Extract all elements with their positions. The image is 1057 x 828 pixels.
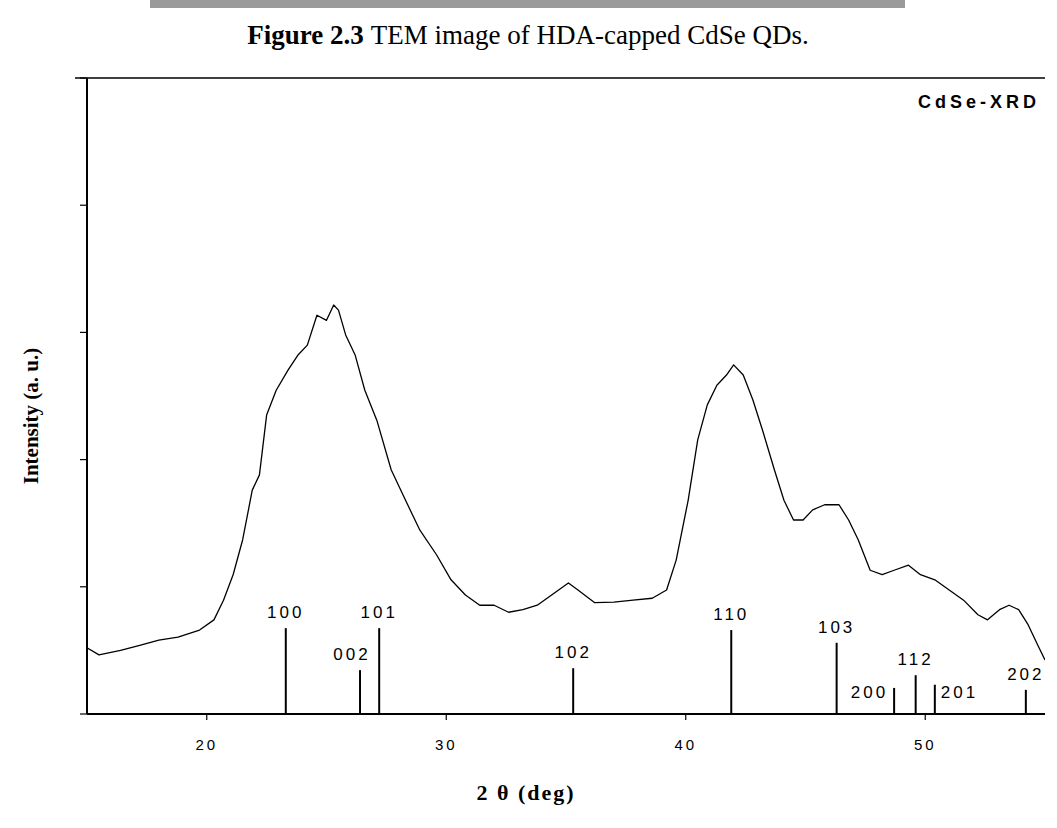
reference-stick [915, 675, 917, 714]
x-tick-label: 40 [674, 736, 697, 753]
hkl-label: 201 [941, 683, 978, 702]
x-tick-label: 20 [195, 736, 218, 753]
x-axis [87, 713, 1045, 715]
reference-stick [1025, 690, 1027, 714]
x-tick-label: 30 [435, 736, 458, 753]
hkl-label: 101 [361, 603, 398, 622]
plot-area [87, 305, 1045, 714]
caption-text: TEM image of HDA-capped CdSe QDs. [371, 20, 809, 50]
page: Figure 2.3TEM image of HDA-capped CdSe Q… [0, 0, 1057, 828]
top-frame [75, 77, 1045, 79]
y-axis [86, 78, 88, 714]
hkl-label: 103 [818, 618, 855, 637]
y-tick [80, 205, 87, 206]
y-tick [80, 713, 87, 714]
reference-stick [572, 668, 574, 714]
y-tick [80, 77, 87, 78]
hkl-label: 112 [898, 650, 934, 669]
reference-stick [934, 685, 936, 714]
x-axis-title: 2 θ (deg) [476, 780, 575, 805]
x-tick [206, 714, 207, 720]
annotation: CdSe-XRD [918, 92, 1040, 112]
hkl-label: 110 [713, 605, 749, 624]
figure-caption: Figure 2.3TEM image of HDA-capped CdSe Q… [247, 20, 808, 50]
stick-labels: 100 002 101 102 110 103 200 112 201 202 [267, 603, 1044, 702]
reference-stick [836, 643, 838, 714]
xrd-curve [87, 305, 1045, 660]
image-edge [150, 0, 905, 8]
y-axis-title: Intensity (a. u.) [19, 348, 43, 485]
y-tick [80, 586, 87, 587]
x-tick-label: 50 [914, 736, 937, 753]
y-tick [80, 332, 87, 333]
hkl-label: 102 [554, 643, 591, 662]
caption-label: Figure 2.3 [247, 20, 364, 50]
hkl-label: 100 [267, 603, 304, 622]
x-tick [446, 714, 447, 720]
y-tick [80, 459, 87, 460]
reference-stick [893, 688, 895, 714]
hkl-label: 200 [851, 683, 888, 702]
reference-stick [730, 630, 732, 714]
reference-stick [359, 670, 361, 714]
reference-stick [285, 628, 287, 714]
hkl-label: 202 [1007, 665, 1044, 684]
x-tick [685, 714, 686, 720]
hkl-label: 002 [333, 645, 370, 664]
x-tick [925, 714, 926, 720]
reference-stick [378, 628, 380, 714]
